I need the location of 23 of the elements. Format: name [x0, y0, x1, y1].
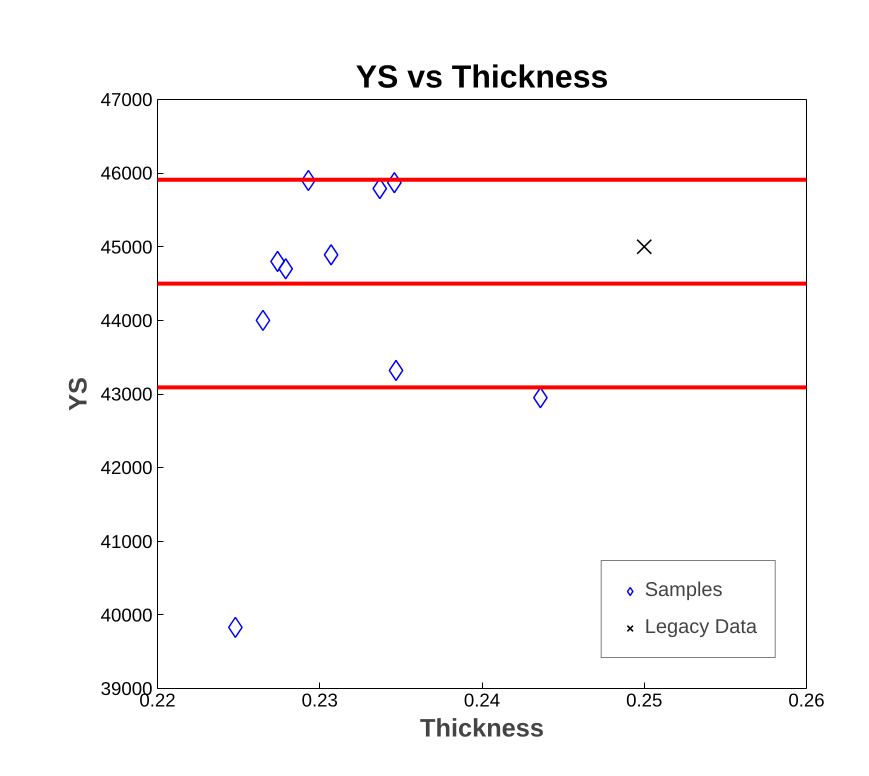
point — [278, 258, 294, 280]
x-tick-label: 0.26 — [788, 690, 825, 710]
point — [386, 172, 402, 194]
y-tick-label: 45000 — [100, 236, 153, 258]
y-tick-label: 40000 — [100, 604, 153, 626]
point — [636, 238, 652, 255]
y-tick-label: 41000 — [100, 530, 153, 552]
y-tick-label: 47000 — [100, 89, 153, 110]
x-tick-label: 0.23 — [302, 690, 338, 710]
legend-label: Legacy Data — [644, 616, 757, 639]
x-tick-label: 0.24 — [464, 690, 500, 710]
point — [300, 170, 316, 192]
y-tick-label: 43000 — [100, 384, 153, 404]
point — [228, 616, 243, 638]
legend-label: Samples — [644, 579, 723, 602]
y-tick-label: 42000 — [100, 457, 153, 478]
y-tick-label: 46000 — [100, 162, 153, 184]
point — [324, 244, 339, 266]
y-tick-label: 44000 — [100, 310, 153, 331]
x-tick-label: 0.25 — [626, 690, 662, 710]
chart-title: YS vs Thickness — [356, 58, 608, 94]
y-axis-title: YS — [64, 377, 93, 411]
x-axis-title: Thickness — [420, 714, 544, 742]
